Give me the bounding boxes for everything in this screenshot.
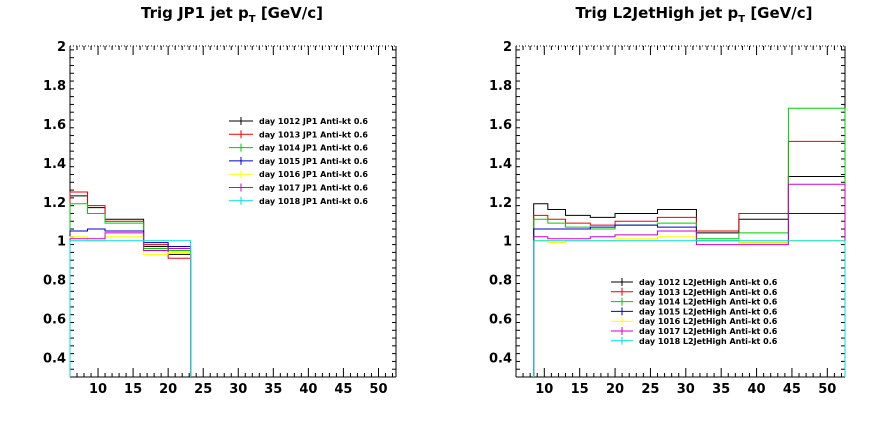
x-tick-label: 35 [712, 382, 730, 397]
y-tick-label: 0.8 [43, 274, 66, 289]
y-tick-label: 0.4 [43, 352, 66, 367]
legend-entry-label: day 1016 L2JetHigh Anti-kt 0.6 [639, 317, 778, 326]
legend-entry-label: day 1014 JP1 Anti-kt 0.6 [259, 144, 368, 153]
x-tick-label: 50 [369, 382, 387, 397]
x-tick-label: 45 [783, 382, 801, 397]
y-tick-label: 1.4 [489, 157, 512, 172]
x-tick-label: 35 [264, 382, 282, 397]
legend-entry-label: day 1013 L2JetHigh Anti-kt 0.6 [639, 288, 778, 297]
series-line [69, 195, 192, 377]
chart-title: Trig L2JetHigh jet pT [GeV/c] [575, 4, 812, 25]
x-tick-label: 30 [229, 382, 247, 397]
y-tick-label: 0.6 [43, 313, 66, 328]
x-tick-label: 30 [677, 382, 695, 397]
x-tick-label: 15 [571, 382, 589, 397]
legend-entry-label: day 1013 JP1 Anti-kt 0.6 [259, 130, 368, 139]
x-tick-label: 10 [535, 382, 553, 397]
series-line [69, 191, 192, 377]
x-tick-label: 15 [124, 382, 142, 397]
x-tick-label: 40 [748, 382, 766, 397]
panel-jp1: Trig JP1 jet pT [GeV/c] 0.4 0.6 0.8 1 1.2 1.4 1… [43, 4, 397, 397]
legend-entry-label: day 1017 L2JetHigh Anti-kt 0.6 [639, 327, 778, 336]
y-tick-label: 2 [503, 40, 512, 55]
series-line [533, 183, 846, 377]
legend-entry-label: day 1014 L2JetHigh Anti-kt 0.6 [639, 298, 778, 307]
legend-entry-label: day 1018 JP1 Anti-kt 0.6 [259, 197, 368, 206]
series-line [69, 203, 192, 377]
legend-entry-label: day 1012 L2JetHigh Anti-kt 0.6 [639, 278, 778, 287]
x-tick-label: 25 [194, 382, 212, 397]
y-tick-label: 1.6 [489, 118, 512, 133]
y-tick-label: 1.2 [43, 196, 66, 211]
series-line [69, 228, 192, 377]
panel-l2jethigh: Trig L2JetHigh jet pT [GeV/c] 0.4 0.6 0.8 1 1… [489, 4, 846, 397]
x-tick-label: 50 [818, 382, 836, 397]
x-tick-label: 20 [159, 382, 177, 397]
y-tick-label: 0.4 [489, 352, 512, 367]
legend-entry-label: day 1016 JP1 Anti-kt 0.6 [259, 170, 368, 179]
y-tick-label: 1.8 [489, 79, 512, 94]
chart-title: Trig JP1 jet pT [GeV/c] [141, 4, 323, 25]
legend-entry-label: day 1018 L2JetHigh Anti-kt 0.6 [639, 337, 778, 346]
y-tick-label: 1.6 [43, 118, 66, 133]
legend-entry-label: day 1017 JP1 Anti-kt 0.6 [259, 184, 368, 193]
series-line [533, 175, 846, 377]
series-line [69, 236, 192, 377]
y-tick-label: 1 [503, 235, 512, 250]
x-tick-label: 45 [334, 382, 352, 397]
y-tick-label: 0.8 [489, 274, 512, 289]
x-tick-label: 40 [299, 382, 317, 397]
legend-entry-label: day 1012 JP1 Anti-kt 0.6 [259, 117, 368, 126]
x-tick-label: 25 [641, 382, 659, 397]
y-tick-label: 1.4 [43, 157, 66, 172]
y-tick-label: 2 [57, 40, 66, 55]
legend-entry-label: day 1015 JP1 Anti-kt 0.6 [259, 157, 368, 166]
x-tick-label: 10 [89, 382, 107, 397]
series-line [69, 232, 192, 377]
series-line [533, 140, 846, 377]
x-tick-label: 20 [606, 382, 624, 397]
y-tick-label: 0.6 [489, 313, 512, 328]
series-line [533, 240, 846, 377]
y-tick-label: 1 [57, 235, 66, 250]
legend-entry-label: day 1015 L2JetHigh Anti-kt 0.6 [639, 307, 778, 316]
series-line [69, 240, 192, 377]
y-tick-label: 1.2 [489, 196, 512, 211]
y-tick-label: 1.8 [43, 79, 66, 94]
